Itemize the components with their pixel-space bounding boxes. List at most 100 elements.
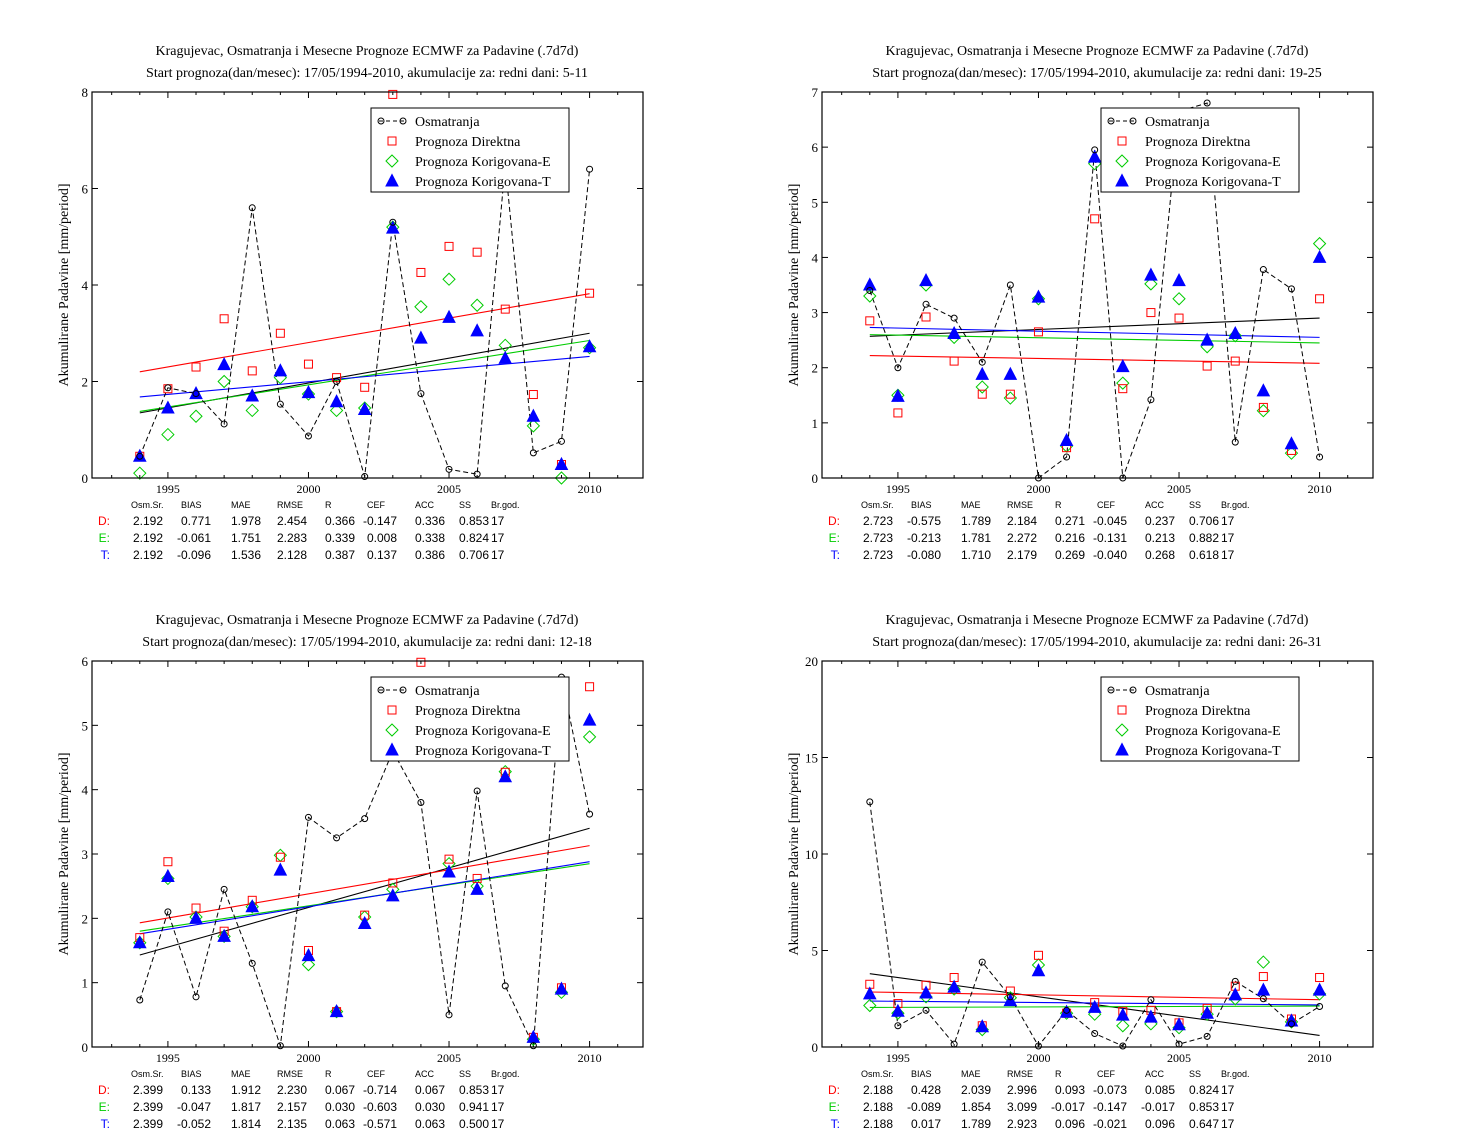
corrected_e-point (301, 957, 316, 972)
stats-value: 0.096 (1145, 1117, 1175, 1131)
observed-point (361, 473, 369, 481)
legend-marker-direct (1117, 136, 1127, 146)
y-tick-label: 8 (82, 85, 89, 100)
stats-value: 17 (1221, 548, 1235, 562)
observed-point (1259, 995, 1267, 1003)
legend-marker-observed (399, 117, 407, 125)
stats-value: 2.184 (1007, 514, 1037, 528)
stats-value: 2.399 (133, 1100, 163, 1114)
trend-line-corrected_t (869, 326, 1320, 338)
corrected_t-point (385, 888, 400, 902)
observed-point (866, 287, 874, 295)
stats-row-label: T: (831, 548, 840, 562)
direct-point (585, 288, 595, 298)
corrected_e-point (582, 730, 597, 744)
chart-title: Kragujevac, Osmatranja i Mesecne Prognoz… (886, 44, 1309, 59)
stats-value: 0.771 (181, 514, 211, 528)
y-tick-label: 6 (82, 654, 89, 669)
stats-value: 0.853 (1189, 1100, 1219, 1114)
stats-value: 0.269 (1055, 548, 1085, 562)
observed-point (136, 996, 144, 1004)
stats-value: 2.192 (133, 548, 163, 562)
observed-point (922, 300, 930, 308)
x-tick-label: 2010 (1308, 1051, 1332, 1065)
legend-label-observed: Osmatranja (415, 115, 480, 130)
observed-point (136, 452, 144, 460)
y-tick-label: 10 (805, 847, 818, 862)
stats-header: CEF (367, 1069, 386, 1079)
stats-value: 0.706 (459, 548, 489, 562)
stats-value: 0.008 (367, 531, 397, 545)
corrected_e-point (891, 1006, 905, 1020)
stats-value: 17 (491, 514, 505, 528)
corrected_e-point (161, 871, 175, 886)
stats-value: 2.128 (277, 548, 307, 562)
corrected_e-point (161, 427, 175, 442)
direct-point (247, 366, 257, 376)
stats-value: -0.147 (363, 514, 397, 528)
corrected_e-point (414, 300, 428, 314)
observed-point (1316, 453, 1324, 461)
stats-value: 17 (1221, 531, 1235, 545)
stats-value: -0.017 (1141, 1100, 1175, 1114)
stats-header: Br.god. (491, 500, 520, 510)
stats-value: 0.093 (1055, 1083, 1085, 1097)
y-tick-label: 6 (812, 140, 819, 155)
stats-value: 1.817 (231, 1100, 261, 1114)
corrected_e-point (470, 298, 484, 312)
stats-value: -0.040 (1093, 548, 1127, 562)
stats-header: Br.god. (491, 1069, 520, 1079)
stats-value: 17 (1221, 514, 1235, 528)
x-tick-label: 1995 (156, 482, 180, 496)
corrected_t-point (919, 273, 933, 287)
direct-point (275, 328, 285, 338)
observed-point (1147, 996, 1155, 1004)
chart-panel-1: Kragujevac, Osmatranja i Mesecne Prognoz… (57, 44, 644, 562)
plot-frame (821, 91, 1374, 479)
y-tick-label: 0 (82, 471, 89, 486)
legend-marker-observed (377, 686, 385, 694)
stats-value: 2.723 (863, 514, 893, 528)
stats-value: 0.133 (181, 1083, 211, 1097)
stats-value: 0.213 (1145, 531, 1175, 545)
corrected_t-point (582, 712, 597, 726)
observed-point (1287, 285, 1295, 293)
corrected_e-point (301, 387, 316, 401)
stats-value: 17 (491, 531, 505, 545)
observed-point (417, 390, 425, 398)
legend-marker-corrected_e (385, 723, 399, 737)
stats-value: 0.268 (1145, 548, 1175, 562)
stats-value: 0.853 (459, 514, 489, 528)
trend-line-direct (139, 845, 590, 924)
corrected_t-point (975, 1019, 990, 1033)
stats-value: 0.618 (1189, 548, 1219, 562)
x-tick-label: 2000 (296, 1051, 320, 1065)
observed-point (417, 799, 425, 807)
direct-point (1315, 973, 1325, 983)
stats-row-label: E: (829, 1100, 840, 1114)
corrected_t-point (161, 868, 175, 883)
direct-point (1118, 384, 1128, 394)
stats-value: 2.272 (1007, 531, 1037, 545)
corrected_t-point (1144, 267, 1158, 281)
trend-line-observed (139, 827, 590, 956)
legend-marker-observed (399, 686, 407, 694)
corrected_e-point (947, 982, 961, 996)
stats-value: 2.192 (133, 514, 163, 528)
stats-value: 1.912 (231, 1083, 261, 1097)
legend-marker-corrected_t (1115, 742, 1129, 756)
stats-value: 0.063 (415, 1117, 445, 1131)
chart-title: Kragujevac, Osmatranja i Mesecne Prognoz… (156, 613, 579, 628)
corrected_t-point (498, 769, 513, 783)
legend-box (1100, 676, 1300, 762)
chart-panel-2: Kragujevac, Osmatranja i Mesecne Prognoz… (787, 44, 1374, 562)
chart-panel-4: Kragujevac, Osmatranja i Mesecne Prognoz… (787, 613, 1374, 1131)
stats-value: 2.188 (863, 1083, 893, 1097)
legend-box (1100, 107, 1300, 193)
x-tick-label: 2000 (1026, 1051, 1050, 1065)
trend-line-corrected_e (139, 339, 590, 412)
stats-header: RMSE (1007, 1069, 1033, 1079)
corrected_t-point (526, 408, 541, 422)
stats-value: -0.089 (907, 1100, 941, 1114)
corrected_t-point (1228, 325, 1243, 340)
